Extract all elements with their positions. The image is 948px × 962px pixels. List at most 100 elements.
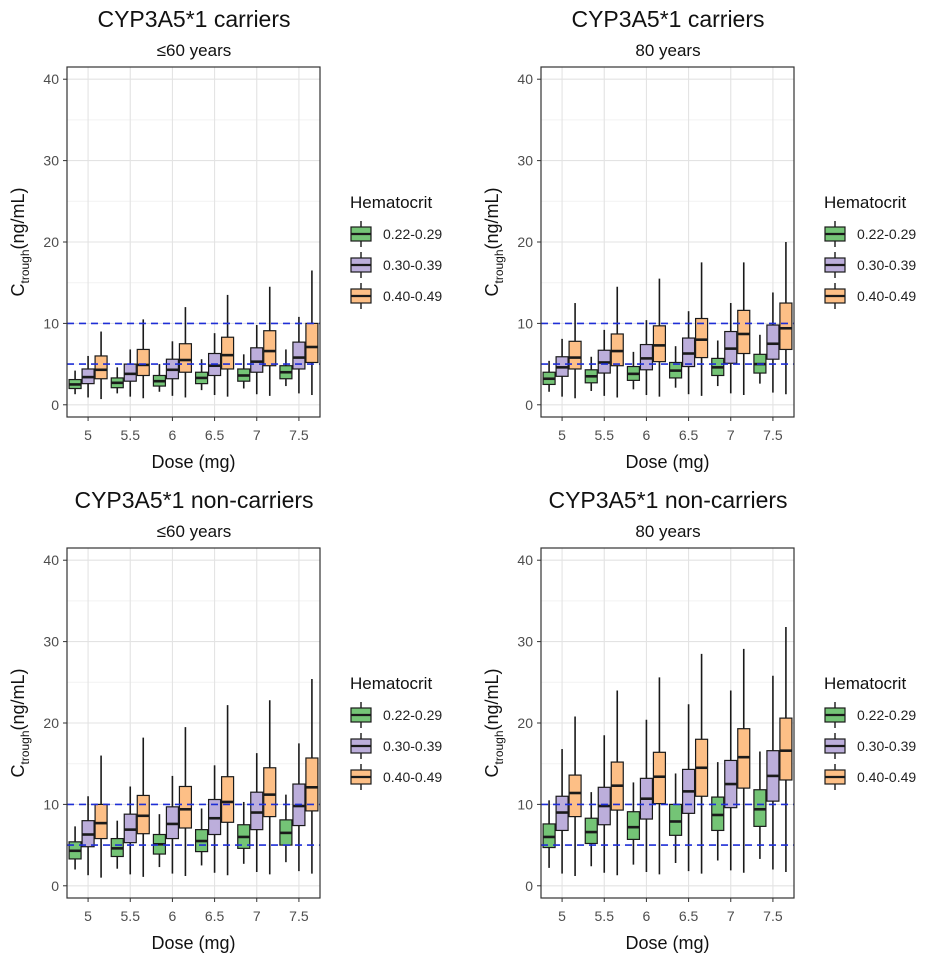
y-tick-label: 10: [43, 315, 59, 331]
box-0.22-0.29-7.5: [279, 349, 293, 387]
y-tick-label: 40: [517, 71, 533, 87]
y-axis-label-subscript: trough: [18, 249, 32, 283]
y-tick-label: 30: [43, 153, 59, 169]
box-body: [779, 302, 793, 351]
legend-label: 0.22-0.29: [857, 707, 916, 723]
y-axis-label-unit: (ng/mL): [8, 187, 28, 249]
chart-svg: CYP3A5*1 non-carriers 80 years 0 10 20 30 40 5 5…: [482, 487, 916, 953]
x-tick-label: 5.5: [121, 908, 141, 924]
x-tick-label: 7.5: [763, 427, 783, 443]
y-axis-label-main: C: [482, 284, 502, 297]
y-tick-label: 10: [43, 796, 59, 812]
box-0.40-0.49-7: [737, 648, 751, 873]
legend-label: 0.30-0.39: [383, 257, 442, 273]
x-tick-label: 7: [727, 427, 735, 443]
chart-subtitle: ≤60 years: [157, 41, 232, 60]
x-tick-label: 5.5: [595, 908, 615, 924]
box-0.22-0.29-6: [152, 364, 167, 392]
x-tick-label: 6: [643, 427, 651, 443]
y-tick-label: 30: [517, 634, 533, 650]
x-tick-label: 7: [253, 908, 261, 924]
box-0.30-0.39-6.5: [207, 765, 222, 873]
plot-border: [540, 547, 795, 899]
y-tick-label: 40: [517, 552, 533, 568]
legend: Hematocrit 0.22-0.29 0.30-0.39 0.40-0.49: [350, 193, 442, 309]
box-body: [568, 774, 582, 818]
x-tick-label: 5: [84, 908, 92, 924]
x-tick-label: 5.5: [121, 427, 141, 443]
y-axis-label-main: C: [8, 765, 28, 778]
chart-subtitle: 80 years: [635, 522, 700, 541]
box-0.22-0.29-7: [711, 762, 725, 861]
panel-carriers-60: CYP3A5*1 carriers ≤60 years 0 10 20 30 40 5 5.5 6…: [0, 0, 474, 481]
y-axis-label-main: C: [8, 284, 28, 297]
y-tick-label: 20: [43, 715, 59, 731]
y-tick-label: 20: [517, 234, 533, 250]
legend: Hematocrit 0.22-0.29 0.30-0.39 0.40-0.49: [824, 674, 916, 790]
y-tick-label: 0: [51, 397, 59, 413]
box-body: [136, 348, 150, 377]
box-0.22-0.29-5: [68, 826, 82, 870]
box-body: [568, 340, 582, 370]
y-tick-label: 40: [43, 552, 59, 568]
y-tick-label: 0: [525, 397, 533, 413]
y-tick-label: 0: [51, 878, 59, 894]
box-body: [779, 717, 793, 781]
box-0.40-0.49-6: [178, 307, 193, 398]
x-tick-label: 6.5: [679, 908, 699, 924]
box-0.40-0.49-6: [652, 677, 667, 875]
legend-label: 0.30-0.39: [857, 738, 916, 754]
box-0.40-0.49-6: [178, 727, 193, 877]
box-0.30-0.39-6.5: [681, 704, 696, 872]
legend-key-0.22-0.29: [824, 702, 846, 728]
legend-label: 0.40-0.49: [383, 288, 442, 304]
chart-svg: CYP3A5*1 carriers 80 years 0 10 20 30 40 5 5.5 6 6…: [482, 6, 916, 472]
x-tick-label: 7.5: [289, 427, 309, 443]
box-0.30-0.39-7: [724, 303, 738, 394]
panel-noncarriers-80: CYP3A5*1 non-carriers 80 years 0 10 20 30 40 5 5…: [474, 481, 948, 962]
legend: Hematocrit 0.22-0.29 0.30-0.39 0.40-0.49: [350, 674, 442, 790]
y-tick-label: 40: [43, 71, 59, 87]
box-body: [94, 355, 108, 380]
box-body: [220, 336, 235, 370]
x-tick-label: 7.5: [289, 908, 309, 924]
box-0.40-0.49-6.5: [694, 262, 709, 396]
legend-key-0.30-0.39: [350, 733, 372, 759]
legend-key-0.30-0.39: [824, 252, 846, 278]
x-tick-label: 7: [253, 427, 261, 443]
x-tick-label: 5: [558, 908, 566, 924]
x-tick-label: 5: [84, 427, 92, 443]
y-axis-label-subscript: trough: [492, 730, 506, 764]
y-axis-label: Ctrough(ng/mL): [8, 187, 32, 296]
y-axis-label-unit: (ng/mL): [8, 668, 28, 730]
box-body: [305, 757, 319, 812]
box-0.30-0.39-5: [81, 796, 95, 876]
box-0.30-0.39-5.5: [597, 329, 611, 396]
y-tick-label: 20: [517, 715, 533, 731]
box-0.22-0.29-5: [542, 800, 556, 868]
box-0.22-0.29-7: [237, 801, 251, 864]
y-tick-label: 30: [43, 634, 59, 650]
box-body: [737, 309, 751, 355]
box-0.40-0.49-6.5: [220, 705, 235, 876]
y-axis-label: Ctrough(ng/mL): [482, 187, 506, 296]
box-body: [652, 325, 667, 363]
box-0.30-0.39-6: [639, 719, 654, 872]
box-0.30-0.39-6: [165, 775, 180, 874]
box-0.30-0.39-7: [250, 325, 264, 395]
legend: Hematocrit 0.22-0.29 0.30-0.39 0.40-0.49: [824, 193, 916, 309]
x-tick-label: 6.5: [679, 427, 699, 443]
legend-title: Hematocrit: [824, 674, 906, 693]
box-0.30-0.39-5.5: [123, 786, 137, 875]
box-body: [220, 776, 235, 823]
box-0.22-0.29-7: [237, 354, 251, 389]
chart-title: CYP3A5*1 carriers: [97, 6, 290, 32]
box-body: [292, 341, 306, 370]
x-tick-label: 7.5: [763, 908, 783, 924]
legend-key-0.40-0.49: [350, 764, 372, 790]
box-0.30-0.39-7.5: [292, 316, 306, 394]
box-body: [263, 767, 277, 818]
y-axis-label: Ctrough(ng/mL): [8, 668, 32, 777]
plot-border: [66, 547, 321, 899]
box-0.30-0.39-7.5: [766, 675, 780, 870]
